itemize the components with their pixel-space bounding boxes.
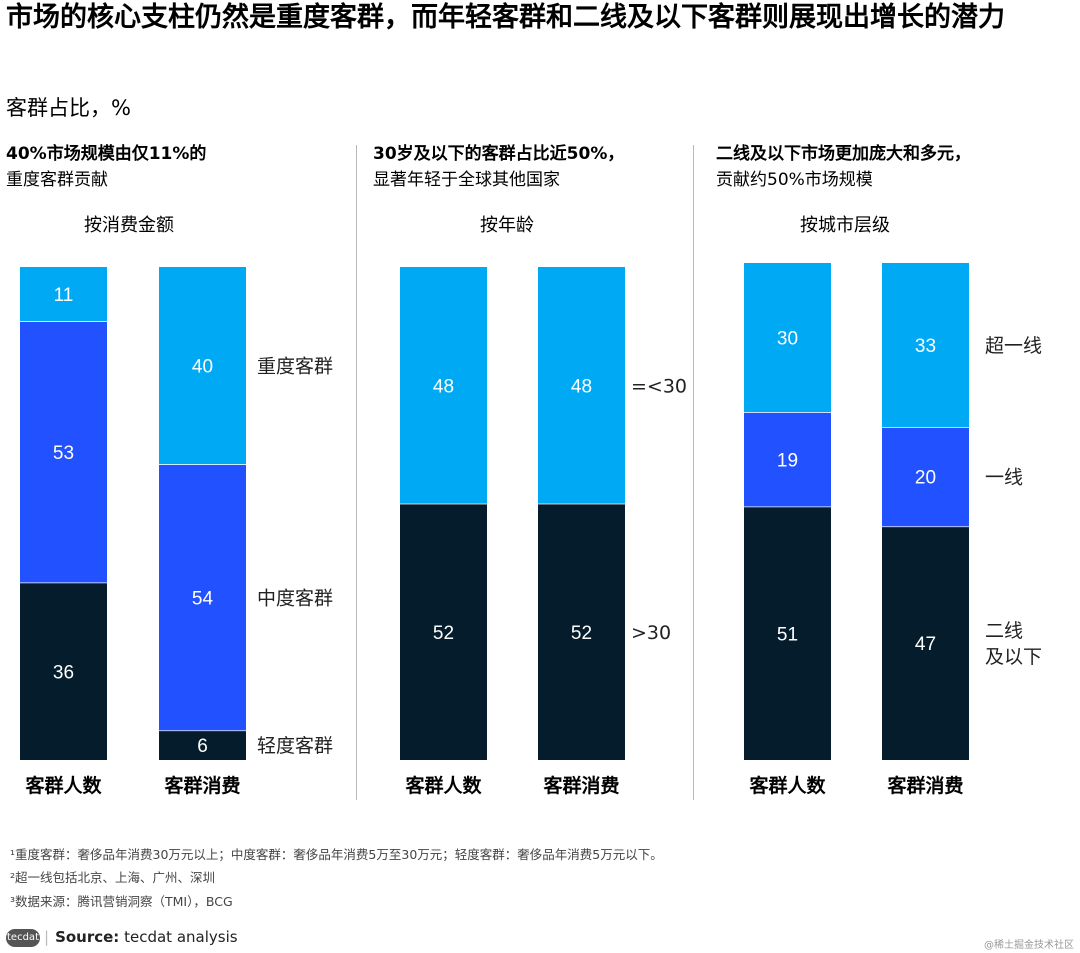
panel-divider-2 [693, 145, 694, 800]
panel-2-heading-normal: 显著年轻于全球其他国家 [373, 170, 560, 190]
chart3-bar1-value2: 19 [777, 450, 798, 471]
chart1-series-label3: 重度客群 [257, 356, 333, 378]
chart3-bar1-seg1 [744, 506, 831, 760]
chart1-bar2-seg3 [159, 267, 246, 465]
chart2-bar1-seg2 [400, 267, 487, 504]
chart3-bar2-seg1 [882, 526, 969, 760]
page-title: 市场的核心支柱仍然是重度客群，而年轻客群和二线及以下客群则展现出增长的潜力 [6, 2, 1005, 33]
chart1-series-label1: 轻度客群 [257, 735, 333, 757]
chart3-bar1-seg3 [744, 263, 831, 413]
chart3-bar2-seg2 [882, 427, 969, 527]
panel-2-heading: 30岁及以下的客群占比近50%， 显著年轻于全球其他国家 [373, 141, 624, 193]
chart1-bar2-value1: 6 [197, 736, 208, 757]
chart-subtitle: 客群占比，% [6, 96, 131, 120]
chart2-category-label1: 客群人数 [405, 774, 482, 797]
chart3-series-label2: 一线 [985, 467, 1023, 489]
chart3-bar2-value2: 20 [915, 468, 936, 489]
chart3-category-label1: 客群人数 [749, 774, 826, 797]
chart3-series-label1: 二线及以下 [985, 620, 1042, 668]
chart1-category-label2: 客群消费 [164, 774, 240, 797]
chart2-bar2-value1: 52 [571, 623, 592, 644]
panel-3-heading: 二线及以下市场更加庞大和多元， 贡献约50%市场规模 [716, 141, 971, 193]
panel-1-heading-normal: 重度客群贡献 [6, 170, 108, 190]
tecdat-logo: tecdat [6, 928, 40, 947]
chart3-bar1-seg2 [744, 412, 831, 507]
chart1-bar1-value2: 53 [53, 443, 74, 464]
chart2-series-label2: =<30 [631, 375, 687, 397]
chart3-category-label2: 客群消费 [887, 774, 963, 797]
panel-2-heading-bold: 30岁及以下的客群占比近50%， [373, 144, 625, 164]
panel-1-subheading: 按消费金额 [84, 215, 174, 236]
chart3-bar1-value3: 30 [777, 329, 798, 350]
chart3-bar2-seg3 [882, 263, 969, 428]
chart2-bar1-value2: 48 [433, 376, 454, 397]
panel-3-heading-bold: 二线及以下市场更加庞大和多元， [716, 144, 971, 164]
chart1-bar1-value3: 11 [54, 285, 74, 306]
panel-3-heading-normal: 贡献约50%市场规模 [716, 170, 873, 190]
chart3-series-label3: 超一线 [985, 335, 1042, 357]
chart2-bar2-seg2 [538, 267, 625, 504]
footnote-3: ³数据来源：腾讯营销洞察（TMI），BCG [10, 894, 233, 909]
footnote-1: ¹重度客群：奢侈品年消费30万元以上；中度客群：奢侈品年消费5万至30万元；轻度… [10, 847, 663, 862]
chart2-category-label2: 客群消费 [543, 774, 619, 797]
chart1-bar2-value3: 40 [192, 357, 213, 378]
panel-1-heading: 40%市场规模由仅11%的 重度客群贡献 [6, 141, 206, 193]
chart2-bar2-seg1 [538, 503, 625, 760]
chart1-bar2-seg2 [159, 464, 246, 731]
chart2-bar1-value1: 52 [433, 623, 454, 644]
watermark: @稀土掘金技术社区 [984, 940, 1074, 951]
chart3-bar2-value1: 47 [915, 634, 936, 655]
chart3-bar1-value1: 51 [777, 624, 798, 645]
chart3-bar2-value3: 33 [915, 336, 936, 357]
chart2-bar1-seg1 [400, 503, 487, 760]
chart1-bar1-value1: 36 [53, 662, 74, 683]
chart1-bar2-value2: 54 [192, 588, 214, 609]
footnote-2: ²超一线包括北京、上海、广州、深圳 [10, 870, 216, 885]
panel-3-subheading: 按城市层级 [800, 215, 890, 236]
chart1-series-label2: 中度客群 [257, 587, 333, 609]
chart1-category-label1: 客群人数 [25, 774, 102, 797]
source-label: Source: [55, 928, 120, 946]
chart1-bar2-seg1 [159, 730, 246, 760]
panel-1-heading-bold: 40%市场规模由仅11%的 [6, 144, 207, 164]
chart1-bar1-seg1 [20, 582, 107, 760]
chart1-bar1-seg3 [20, 267, 107, 322]
chart1-bar1-seg2 [20, 321, 107, 583]
panel-divider-1 [356, 145, 357, 800]
panel-2-subheading: 按年龄 [480, 215, 534, 236]
chart2-series-label1: >30 [631, 622, 671, 644]
source-line: tecdat | Source: tecdat analysis [6, 928, 238, 947]
chart2-bar2-value2: 48 [571, 376, 592, 397]
source-text: tecdat analysis [124, 928, 238, 946]
